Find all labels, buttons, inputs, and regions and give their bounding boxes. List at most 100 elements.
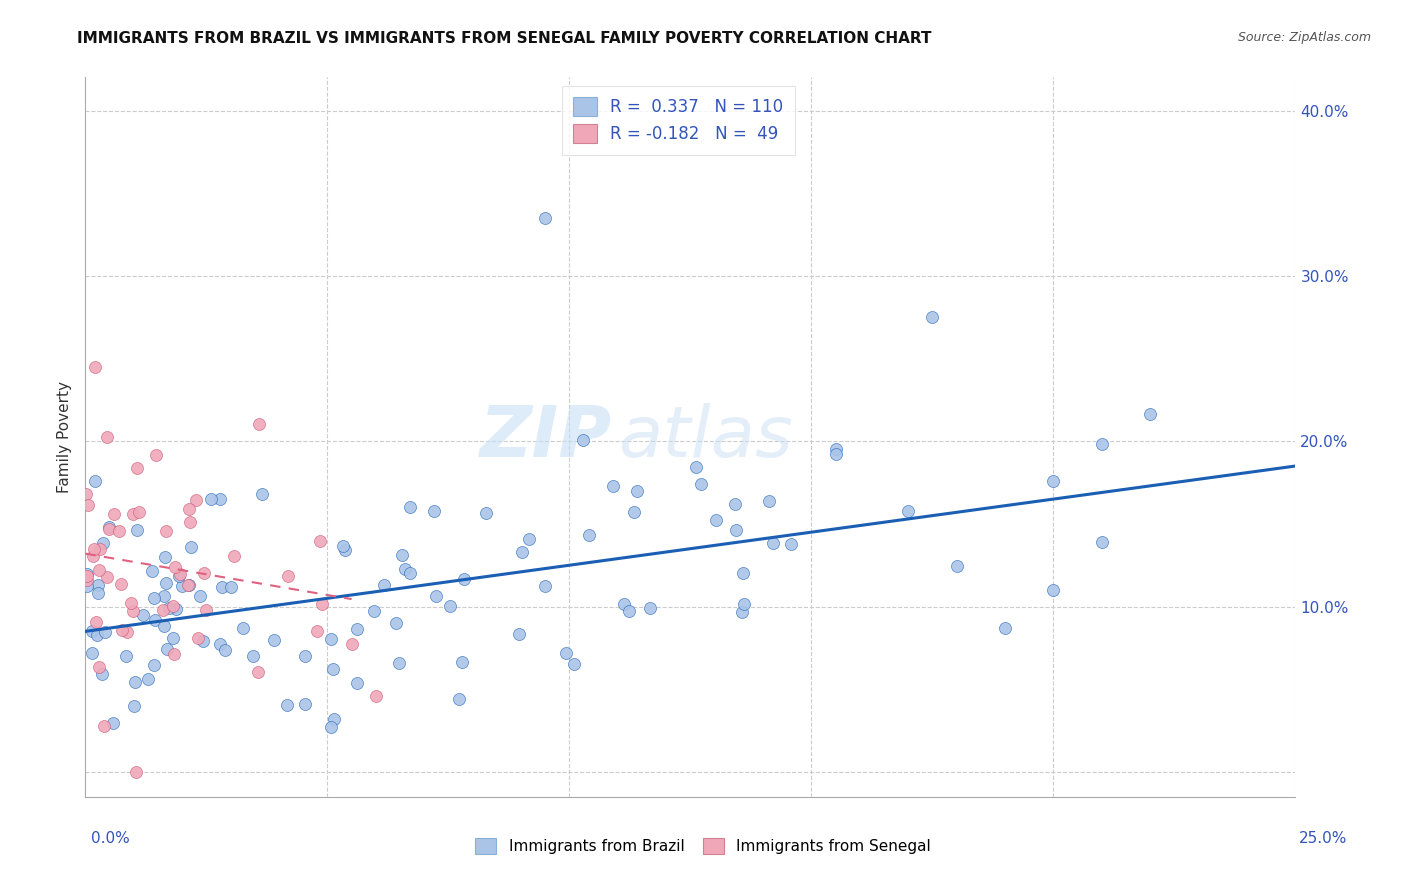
- Point: [340, 637, 363, 651]
- Point: [127, 523, 149, 537]
- Point: [76, 579, 98, 593]
- Point: [193, 566, 215, 580]
- Point: [179, 515, 201, 529]
- Point: [638, 601, 661, 615]
- Point: [319, 720, 342, 734]
- Point: [578, 528, 600, 542]
- Point: [224, 549, 246, 563]
- Point: [232, 621, 254, 635]
- Point: [143, 591, 166, 605]
- Point: [623, 505, 645, 519]
- Point: [142, 657, 165, 672]
- Point: [103, 507, 125, 521]
- Point: [163, 559, 186, 574]
- Point: [120, 597, 142, 611]
- Point: [76, 568, 98, 582]
- Point: [1139, 407, 1161, 421]
- Point: [86, 615, 108, 630]
- Point: [155, 524, 177, 538]
- Text: ZIP: ZIP: [479, 402, 612, 472]
- Point: [110, 576, 132, 591]
- Point: [94, 625, 117, 640]
- Point: [157, 600, 180, 615]
- Point: [80, 624, 103, 639]
- Point: [724, 497, 747, 511]
- Point: [373, 578, 395, 592]
- Point: [1042, 474, 1064, 488]
- Point: [145, 448, 167, 462]
- Point: [602, 478, 624, 492]
- Point: [555, 646, 578, 660]
- Point: [534, 579, 557, 593]
- Point: [89, 542, 111, 557]
- Point: [263, 633, 285, 648]
- Point: [450, 655, 472, 669]
- Point: [98, 522, 121, 536]
- Point: [1042, 582, 1064, 597]
- Point: [169, 566, 191, 581]
- Point: [122, 604, 145, 618]
- Point: [391, 548, 413, 562]
- Point: [190, 589, 212, 603]
- Point: [534, 211, 557, 225]
- Point: [208, 492, 231, 507]
- Point: [363, 603, 385, 617]
- Point: [247, 665, 270, 679]
- Point: [277, 569, 299, 583]
- Legend: R =  0.337   N = 110, R = -0.182   N =  49: R = 0.337 N = 110, R = -0.182 N = 49: [562, 86, 794, 155]
- Point: [84, 359, 107, 374]
- Point: [162, 632, 184, 646]
- Point: [110, 623, 132, 637]
- Point: [83, 541, 105, 556]
- Point: [101, 716, 124, 731]
- Y-axis label: Family Poverty: Family Poverty: [58, 381, 72, 493]
- Point: [364, 689, 387, 703]
- Text: IMMIGRANTS FROM BRAZIL VS IMMIGRANTS FROM SENEGAL FAMILY POVERTY CORRELATION CHA: IMMIGRANTS FROM BRAZIL VS IMMIGRANTS FRO…: [77, 31, 932, 46]
- Point: [125, 461, 148, 475]
- Point: [897, 504, 920, 518]
- Point: [86, 586, 108, 600]
- Point: [307, 624, 329, 638]
- Point: [90, 666, 112, 681]
- Text: atlas: atlas: [617, 402, 793, 472]
- Point: [86, 628, 108, 642]
- Point: [332, 539, 354, 553]
- Point: [704, 513, 727, 527]
- Point: [399, 566, 422, 581]
- Point: [214, 643, 236, 657]
- Point: [994, 621, 1017, 635]
- Point: [333, 542, 356, 557]
- Point: [194, 603, 217, 617]
- Point: [242, 648, 264, 663]
- Point: [87, 660, 110, 674]
- Point: [346, 675, 368, 690]
- Point: [76, 566, 98, 581]
- Text: 25.0%: 25.0%: [1299, 831, 1347, 846]
- Point: [87, 578, 110, 592]
- Point: [1091, 535, 1114, 549]
- Point: [617, 604, 640, 618]
- Point: [117, 625, 139, 640]
- Point: [508, 626, 530, 640]
- Point: [824, 447, 846, 461]
- Point: [211, 580, 233, 594]
- Point: [87, 563, 110, 577]
- Point: [83, 474, 105, 488]
- Point: [200, 491, 222, 506]
- Point: [388, 656, 411, 670]
- Point: [779, 536, 801, 550]
- Point: [165, 601, 187, 615]
- Legend: Immigrants from Brazil, Immigrants from Senegal: Immigrants from Brazil, Immigrants from …: [467, 830, 939, 862]
- Point: [180, 540, 202, 554]
- Point: [762, 536, 785, 550]
- Point: [122, 508, 145, 522]
- Point: [252, 487, 274, 501]
- Point: [1091, 437, 1114, 451]
- Point: [187, 632, 209, 646]
- Point: [824, 442, 846, 457]
- Point: [517, 533, 540, 547]
- Point: [162, 599, 184, 614]
- Point: [184, 492, 207, 507]
- Point: [208, 637, 231, 651]
- Point: [385, 615, 408, 630]
